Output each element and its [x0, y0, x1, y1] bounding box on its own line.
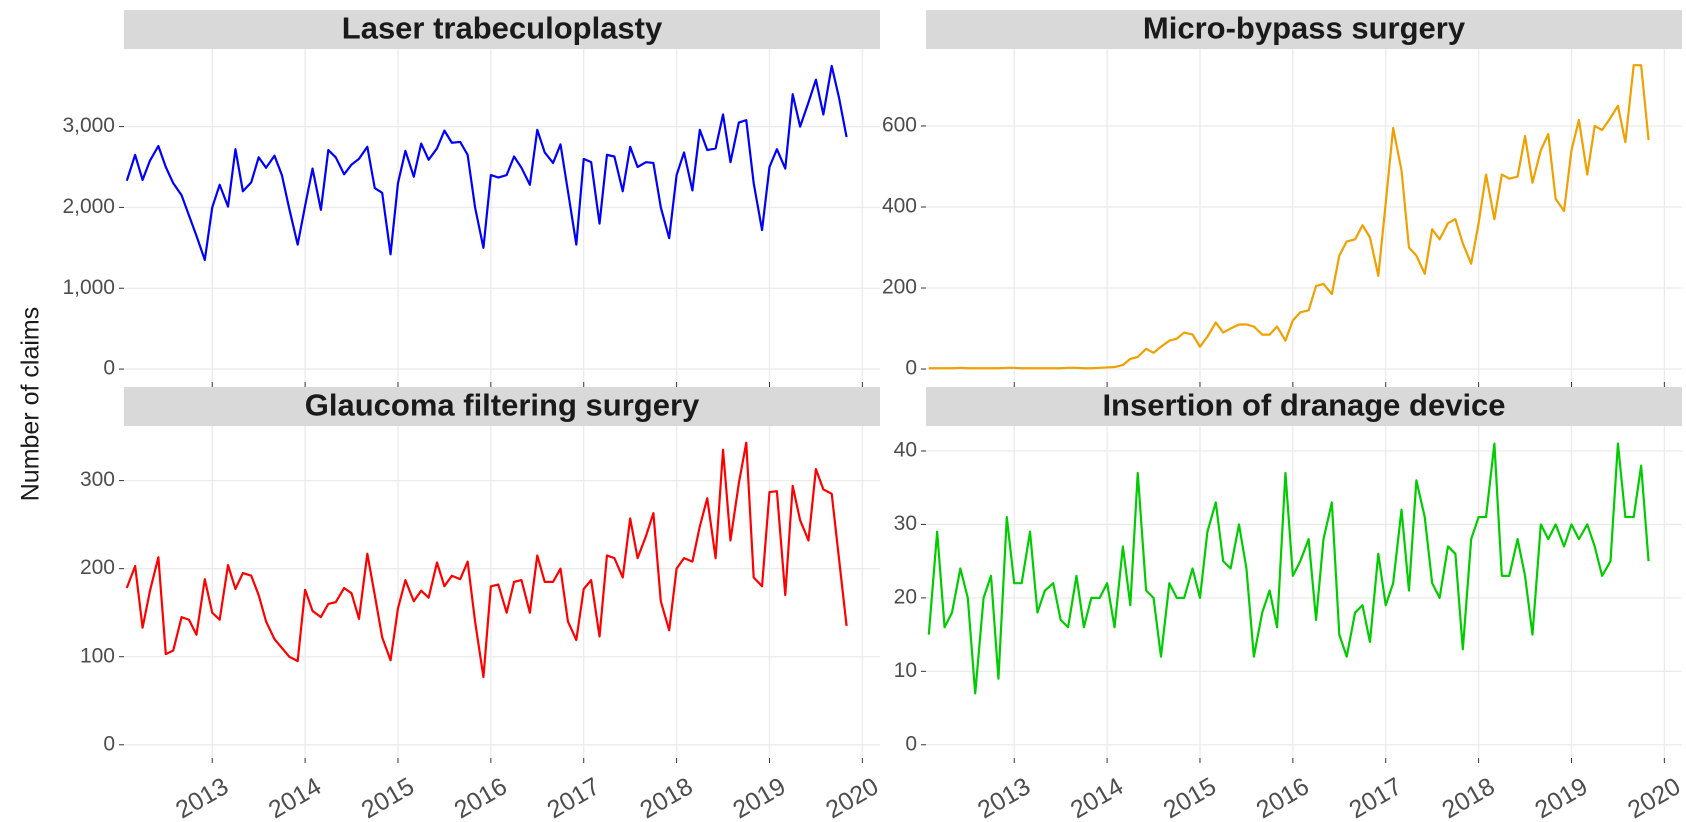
y-tick-label: 0 — [103, 732, 115, 755]
x-tick-label: 2019 — [728, 772, 790, 822]
y-tick-label: 2,000 — [62, 195, 115, 218]
data-line — [125, 441, 848, 679]
y-tick-label: 30 — [894, 512, 917, 535]
data-line — [928, 64, 1650, 370]
x-tick-label: 2018 — [1437, 772, 1499, 822]
x-tick-label: 2015 — [1159, 772, 1221, 822]
x-tick-label: 2018 — [635, 772, 697, 822]
y-axis-label: Number of claims — [17, 307, 45, 502]
y-tick-label: 40 — [894, 439, 917, 462]
panel-title: Laser trabeculoplasty — [342, 11, 663, 46]
y-tick-label: 1,000 — [62, 276, 115, 299]
y-tick-label: 0 — [905, 357, 917, 380]
data-line — [927, 442, 1650, 695]
x-tick-label: 2014 — [264, 772, 326, 822]
y-tick-label: 200 — [80, 556, 115, 579]
y-tick-label: 0 — [905, 732, 917, 755]
strip — [124, 387, 880, 426]
y-tick-label: 600 — [882, 114, 917, 137]
x-tick-label: 2013 — [973, 772, 1035, 822]
y-tick-label: 200 — [882, 276, 917, 299]
strip — [926, 10, 1682, 49]
y-tick-label: 400 — [882, 195, 917, 218]
x-tick-label: 2019 — [1530, 772, 1592, 822]
y-tick-label: 100 — [80, 644, 115, 667]
panel-title: Micro-bypass surgery — [1143, 11, 1466, 46]
x-tick-label: 2015 — [357, 772, 419, 822]
x-tick-label: 2020 — [1623, 772, 1685, 822]
x-tick-label: 2017 — [1345, 772, 1407, 822]
data-line — [125, 64, 848, 262]
y-tick-label: 0 — [103, 357, 115, 380]
strip — [926, 387, 1682, 426]
x-tick-label: 2020 — [821, 772, 883, 822]
y-tick-label: 10 — [894, 659, 917, 682]
x-tick-label: 2016 — [450, 772, 512, 822]
x-tick-label: 2017 — [543, 772, 605, 822]
x-tick-label: 2014 — [1066, 772, 1128, 822]
y-tick-label: 20 — [894, 585, 917, 608]
x-tick-label: 2013 — [171, 772, 233, 822]
strip — [124, 10, 880, 49]
panel-title: Glaucoma filtering surgery — [305, 388, 700, 423]
y-tick-label: 3,000 — [62, 114, 115, 137]
x-tick-label: 2016 — [1252, 772, 1314, 822]
panel-title: Insertion of dranage device — [1102, 388, 1505, 423]
y-tick-label: 300 — [80, 468, 115, 491]
